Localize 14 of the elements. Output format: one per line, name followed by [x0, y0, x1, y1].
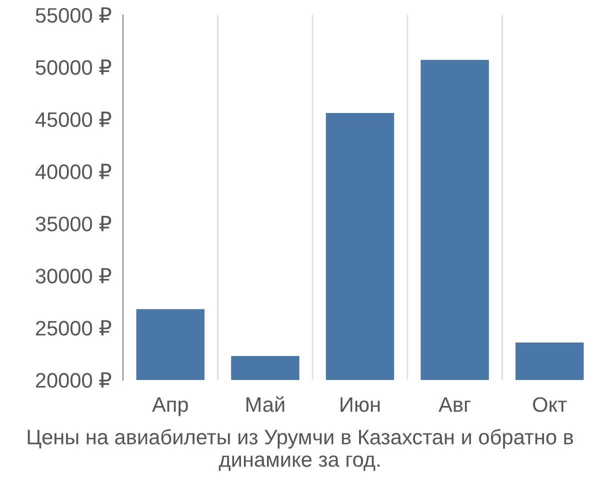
y-tick-label: 20000 ₽: [36, 372, 112, 388]
y-tick-label: 55000 ₽: [36, 7, 112, 23]
x-tick-label: Июн: [340, 397, 380, 412]
x-tick-label: Апр: [152, 397, 188, 416]
y-tick-label: 25000 ₽: [36, 320, 112, 336]
y-tick-label: 40000 ₽: [35, 164, 112, 180]
x-tick-label: Май: [246, 396, 284, 412]
y-tick-label: 50000 ₽: [36, 60, 112, 75]
y-tick-label: 45000 ₽: [35, 112, 112, 128]
y-tick-label: 35000 ₽: [36, 216, 112, 232]
x-tick-label: Окт: [533, 397, 567, 412]
text: Цены на авиабилеты из Урумчи в Казахстан и обратно в динамике за год.: [28, 428, 573, 471]
y-tick-label: 30000 ₽: [36, 268, 112, 284]
x-tick-label: Авг: [438, 397, 470, 412]
